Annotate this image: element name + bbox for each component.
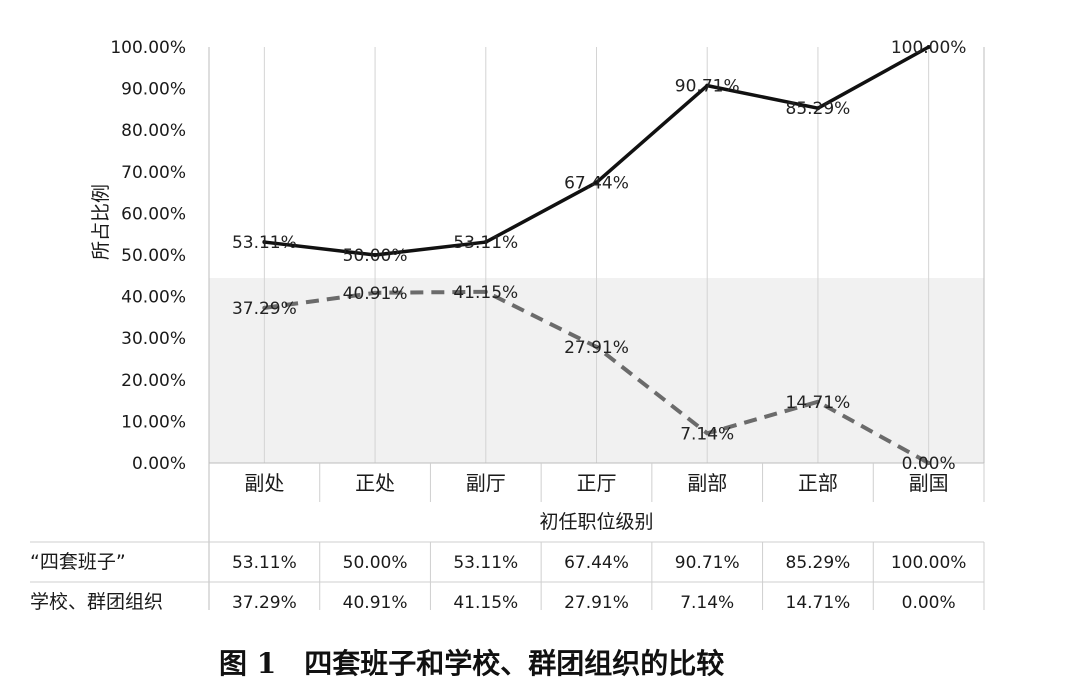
table-cell: 67.44% <box>564 553 629 573</box>
series-1-point <box>705 83 710 88</box>
series-2-point <box>926 461 931 465</box>
series-2-data-label: 0.00% <box>902 454 956 474</box>
table-cell: 90.71% <box>675 553 740 573</box>
series-1-data-label: 53.11% <box>232 233 297 253</box>
series-2-data-label: 37.29% <box>232 299 297 319</box>
series-2-point <box>705 431 710 436</box>
series-2-data-label: 40.91% <box>343 284 408 304</box>
table-cell: 14.71% <box>786 593 851 613</box>
x-category-label: 正部 <box>798 471 838 495</box>
series-1-data-label: 50.00% <box>343 246 408 266</box>
table-cell: 37.29% <box>232 593 297 613</box>
y-axis-title: 所占比例 <box>90 184 112 260</box>
table-row-label: 学校、群团组织 <box>30 591 163 613</box>
table-cell: 53.11% <box>453 553 518 573</box>
y-tick-label: 100.00% <box>110 38 186 58</box>
x-category-label: 副处 <box>244 471 284 495</box>
series-2-point <box>262 305 267 310</box>
y-tick-label: 60.00% <box>121 204 186 224</box>
series-1-data-label: 53.11% <box>453 233 518 253</box>
series-1-data-label: 90.71% <box>675 77 740 97</box>
series-1-point <box>483 240 488 245</box>
x-category-label: 正处 <box>355 471 395 495</box>
table-row-label: “四套班子” <box>30 551 126 573</box>
table-cell: 40.91% <box>343 593 408 613</box>
series-2-data-label: 27.91% <box>564 338 629 358</box>
series-2-data-label: 41.15% <box>453 283 518 303</box>
y-tick-label: 50.00% <box>121 246 186 266</box>
series-2-data-label: 14.71% <box>786 393 851 413</box>
figure-caption: 图 1 四套班子和学校、群团组织的比较 <box>219 647 724 680</box>
series-2-point <box>483 289 488 294</box>
series-1-point <box>373 253 378 257</box>
table-cell: 53.11% <box>232 553 297 573</box>
table-cell: 100.00% <box>891 553 967 573</box>
y-tick-label: 80.00% <box>121 121 186 141</box>
y-tick-label: 70.00% <box>121 163 186 183</box>
y-tick-label: 0.00% <box>132 454 186 474</box>
table-cell: 0.00% <box>902 593 956 613</box>
x-category-label: 副部 <box>687 471 727 495</box>
y-tick-label: 30.00% <box>121 329 186 349</box>
y-tick-label: 90.00% <box>121 80 186 100</box>
x-category-label: 副国 <box>909 471 949 495</box>
series-2-point <box>594 344 599 349</box>
series-1-data-label: 85.29% <box>786 99 851 119</box>
series-1-point <box>926 45 931 49</box>
table-cell: 41.15% <box>453 593 518 613</box>
y-tick-label: 40.00% <box>121 288 186 308</box>
table-cell: 50.00% <box>343 553 408 573</box>
table-cell: 27.91% <box>564 593 629 613</box>
series-2-point <box>815 399 820 404</box>
x-category-label: 正厅 <box>577 471 617 495</box>
series-1-point <box>262 240 267 245</box>
x-category-label: 副厅 <box>466 471 506 495</box>
y-tick-label: 10.00% <box>121 412 186 432</box>
series-2-point <box>373 290 378 295</box>
series-2-data-label: 7.14% <box>680 424 734 444</box>
series-1-data-label: 100.00% <box>891 38 967 58</box>
series-1-data-label: 67.44% <box>564 173 629 193</box>
y-tick-label: 20.00% <box>121 371 186 391</box>
x-axis-title: 初任职位级别 <box>539 511 653 533</box>
series-1-point <box>815 106 820 111</box>
table-cell: 85.29% <box>786 553 851 573</box>
table-cell: 7.14% <box>680 593 734 613</box>
series-1-point <box>594 180 599 185</box>
